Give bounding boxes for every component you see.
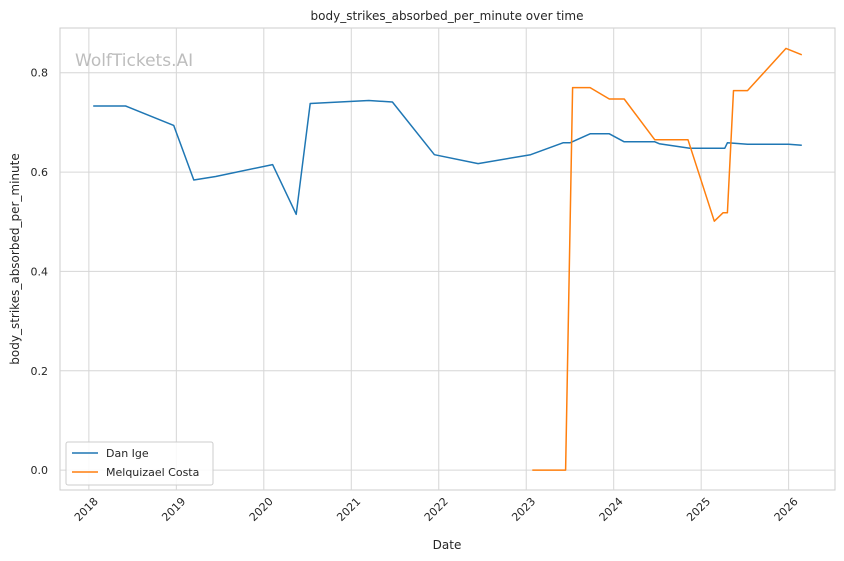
legend-label-dan-ige: Dan Ige — [106, 447, 149, 460]
y-tick-label: 0.2 — [31, 365, 49, 378]
x-tick-label: 2023 — [509, 495, 538, 524]
y-tick-label: 0.4 — [31, 265, 49, 278]
series-line-melquizael-costa — [532, 47, 803, 471]
x-tick-label: 2020 — [247, 495, 276, 524]
x-tick-label: 2026 — [772, 495, 801, 524]
chart-title: body_strikes_absorbed_per_minute over ti… — [311, 9, 584, 23]
x-tick-label: 2018 — [72, 495, 101, 524]
x-tick-label: 2024 — [597, 495, 626, 524]
x-tick-label: 2021 — [334, 495, 363, 524]
x-tick-label: 2022 — [422, 495, 451, 524]
legend-box — [65, 441, 214, 486]
x-axis-label: Date — [433, 538, 462, 552]
legend: Dan Ige Melquizael Costa — [65, 441, 214, 486]
series-lines — [93, 47, 803, 471]
y-tick-label: 0.8 — [31, 67, 49, 80]
x-tick-label: 2019 — [159, 495, 188, 524]
y-axis-label: body_strikes_absorbed_per_minute — [8, 153, 22, 364]
x-tick-label: 2025 — [684, 495, 713, 524]
y-tick-label: 0.0 — [31, 464, 49, 477]
series-line-dan-ige — [93, 99, 802, 216]
plot-area — [59, 27, 836, 491]
legend-label-melquizael-costa: Melquizael Costa — [106, 466, 199, 479]
y-tick-label: 0.6 — [31, 166, 49, 179]
watermark-text: WolfTickets.AI — [75, 51, 193, 71]
